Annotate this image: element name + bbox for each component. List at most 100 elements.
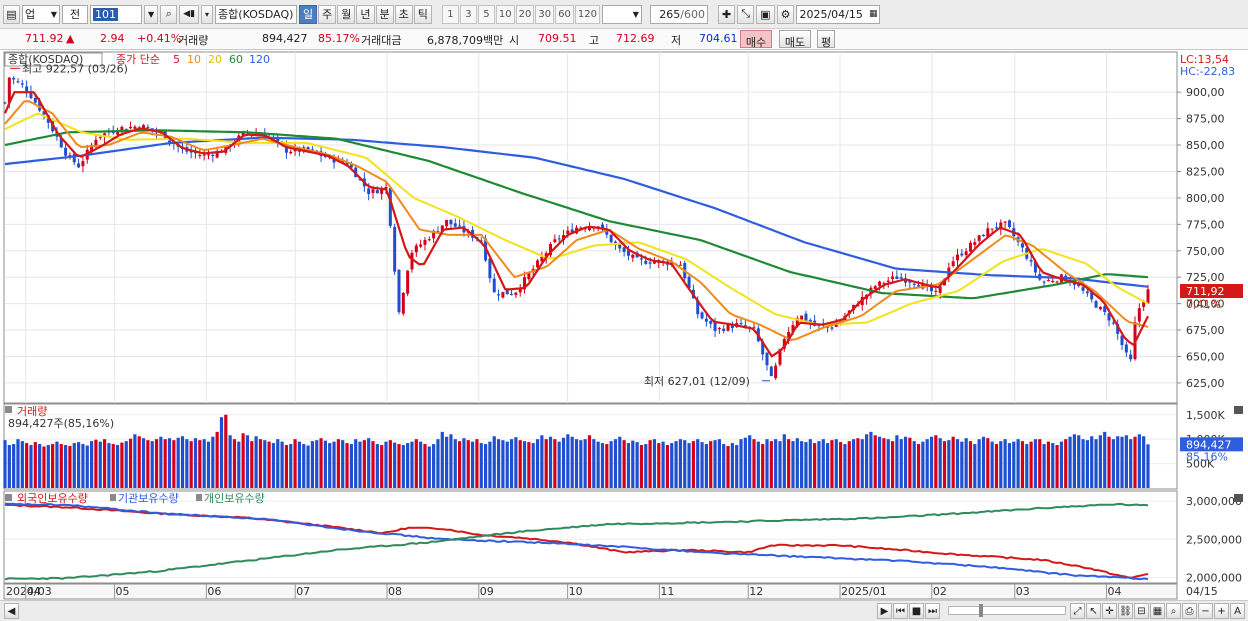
period-tab[interactable]: 분 [375, 4, 394, 24]
volume-bar [977, 439, 981, 488]
crosshair-icon[interactable]: ✛ [1102, 603, 1117, 619]
zoom-out-icon[interactable]: − [1198, 603, 1213, 619]
volume-bar [462, 438, 466, 488]
draw-tools-icon[interactable]: ⤡ [737, 4, 755, 24]
volume-bar [458, 441, 462, 488]
interval-tab[interactable]: 1 [441, 4, 459, 24]
forward-icon[interactable]: ⏭ [925, 603, 940, 619]
chart-tools-icon[interactable]: ✚ [717, 4, 736, 24]
pan-icon[interactable]: ⤢ [1070, 603, 1085, 619]
volume-bar [293, 439, 297, 488]
chart-area[interactable]: 900,00 875,00 850,00 825,00 800,00 775,00 750,… [0, 50, 1248, 621]
period-tab[interactable]: 주 [318, 4, 337, 24]
volume-pane-icon[interactable] [5, 406, 12, 413]
candle-body [930, 284, 934, 292]
calendar-icon[interactable]: ▦ [868, 9, 878, 19]
print-icon[interactable]: ⎙ [1182, 603, 1197, 619]
interval-tab[interactable]: 10 [495, 4, 515, 24]
candle-body [1033, 261, 1037, 273]
gear-icon[interactable]: ⚙ [776, 4, 795, 24]
interval-custom-select[interactable]: ▼ [601, 4, 642, 24]
volume-bar [774, 439, 778, 488]
zoom-slider[interactable] [948, 604, 1066, 617]
date-input[interactable]: 2025/04/15 ▦ [796, 4, 881, 24]
period-select-value: 전 [69, 8, 81, 21]
x-tick-label: 2025/01 [841, 585, 887, 598]
layout-split-icon[interactable]: ⊟ [1134, 603, 1149, 619]
candle-body [687, 276, 691, 288]
candle-body [891, 276, 895, 279]
layout-icon[interactable]: ▤ [3, 4, 20, 24]
chart-svg[interactable]: 900,00 875,00 850,00 825,00 800,00 775,00 750,… [0, 50, 1248, 621]
sell-order-button[interactable]: 매도 [779, 30, 811, 49]
volume-bar [890, 441, 895, 488]
buy-order-button[interactable]: 매수 [740, 30, 772, 49]
volume-bar [124, 441, 128, 488]
interval-tabs: 1 3 5 10 20 30 60 120 [441, 4, 600, 24]
candle-body [1124, 344, 1128, 353]
volume-bar [20, 441, 24, 488]
layout-grid-icon[interactable]: ▦ [1150, 603, 1165, 619]
interval-tab[interactable]: 60 [555, 4, 574, 24]
volume-bar [488, 441, 492, 488]
period-tab[interactable]: 틱 [413, 4, 432, 24]
stop-icon[interactable]: ■ [909, 603, 924, 619]
candle-body [388, 188, 392, 226]
count-value: 265 [659, 7, 681, 21]
holdings-axis: 3,000,000 2,500,000 2,000,000 [1186, 495, 1242, 584]
candle-body [523, 277, 527, 290]
interval-tab[interactable]: 30 [535, 4, 555, 24]
volume-bar [942, 441, 947, 488]
save-icon[interactable]: ▣ [756, 4, 775, 24]
search-icon[interactable]: ⌕ [160, 4, 178, 24]
interval-tab[interactable]: 20 [515, 4, 535, 24]
cursor-icon[interactable]: ↖ [1086, 603, 1101, 619]
period-select[interactable]: 전 [62, 4, 88, 24]
volume-bar [808, 439, 812, 488]
period-tab[interactable]: 일 [299, 4, 318, 24]
last-price-box [1180, 284, 1243, 299]
open-value: 709.51 [538, 32, 577, 45]
search-small-icon[interactable]: ⌕ [1166, 603, 1181, 619]
candle-body [1077, 283, 1081, 287]
volume-bar [652, 439, 657, 488]
scroll-right-icon[interactable]: ▶ [877, 603, 892, 619]
code-input[interactable]: 101 [90, 4, 142, 24]
interval-tab[interactable]: 3 [459, 4, 477, 24]
volume-bar [748, 435, 752, 488]
period-tab[interactable]: 월 [337, 4, 356, 24]
zoom-slider-thumb[interactable] [979, 604, 983, 617]
market-select[interactable]: 업 ▼ [22, 4, 60, 24]
candle-body [202, 154, 206, 156]
volume-pane-close-icon[interactable] [1234, 406, 1243, 414]
volume-bar [414, 439, 418, 488]
volume-bar [609, 441, 613, 488]
candle-body [518, 288, 522, 293]
code-dropdown-button[interactable]: ▼ [144, 4, 159, 24]
volume-bar [886, 439, 890, 488]
volume-bar [42, 446, 46, 488]
interval-tab[interactable]: 120 [574, 4, 600, 24]
rewind-icon[interactable]: ⏮ [893, 603, 908, 619]
period-tab[interactable]: 초 [394, 4, 413, 24]
volume-bar [202, 439, 206, 488]
count-input[interactable]: 265 /600 [649, 4, 708, 24]
candle-body [618, 243, 622, 249]
candle-body [1129, 354, 1133, 360]
volume-bar [973, 444, 977, 488]
zoom-in-icon[interactable]: + [1214, 603, 1229, 619]
font-size-icon[interactable]: A [1230, 603, 1245, 619]
low-value: 704.61 [699, 32, 738, 45]
eval-button[interactable]: 평 [817, 30, 835, 49]
volume-bar [1051, 443, 1055, 488]
holdings-pane-close-icon[interactable] [1234, 494, 1243, 502]
candle-body [722, 328, 726, 332]
speaker-icon[interactable]: ◀▮ [179, 4, 200, 24]
scroll-left-icon[interactable]: ◀ [4, 603, 19, 619]
spin-icon[interactable]: ▾ [201, 4, 214, 24]
period-tab[interactable]: 년 [356, 4, 375, 24]
link-icon[interactable]: ⛓ [1118, 603, 1133, 619]
candle-body [1120, 335, 1124, 346]
interval-tab[interactable]: 5 [477, 4, 495, 24]
holdings-pane-icon[interactable] [5, 494, 12, 501]
